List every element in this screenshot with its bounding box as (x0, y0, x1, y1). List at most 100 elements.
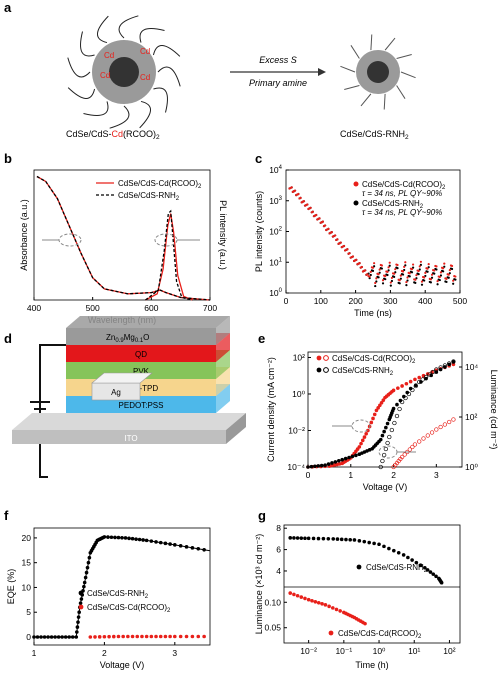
data-point (178, 634, 183, 639)
data-point (375, 280, 378, 283)
data-point (123, 536, 128, 540)
data-point (445, 277, 448, 280)
data-point (102, 634, 107, 639)
data-point (344, 537, 348, 542)
data-point (144, 538, 149, 543)
panel-letter-f: f (4, 508, 9, 523)
luminance-point (392, 420, 397, 426)
layer-label: Poly-TPD (124, 384, 158, 393)
x-tick-label: 0 (306, 470, 311, 480)
y-axis-label-right: Luminance (cd m⁻²) (489, 370, 499, 450)
data-point (401, 273, 405, 276)
data-point (388, 261, 391, 264)
y-axis-label: EQE (%) (6, 569, 16, 605)
data-point (408, 272, 411, 275)
x-tick-label: 300 (383, 296, 397, 306)
panel-letter-g: g (258, 508, 266, 523)
ligand-chain (400, 71, 416, 79)
data-point (102, 535, 107, 539)
chart-absorbance-pl: 400500600700Wavelength (nm)Absorbance (a… (19, 169, 228, 325)
x-tick-label: 2 (102, 648, 107, 658)
data-point (382, 544, 386, 549)
qd-with-amine-ligands (340, 34, 416, 110)
data-point (135, 634, 140, 639)
y-tick-label-right: 10⁰ (465, 462, 478, 472)
data-point (371, 266, 375, 269)
data-point (93, 635, 97, 639)
current-point (395, 402, 399, 407)
current-point (362, 435, 367, 439)
data-point (393, 272, 396, 275)
data-point (70, 635, 75, 639)
data-point (330, 231, 333, 234)
legend-marker (328, 630, 334, 636)
y-axis-label: Luminance (×10³ cd m⁻²) (254, 534, 264, 635)
legend-label: CdSe/CdS-Cd(RCOO)2 (362, 180, 446, 191)
data-point (433, 272, 436, 275)
plot-frame (33, 527, 211, 646)
data-point (414, 278, 417, 281)
ligand-chain (340, 65, 356, 73)
data-point (292, 536, 296, 540)
luminance-point (378, 464, 383, 470)
reaction-arrow (230, 68, 326, 76)
data-point (120, 535, 124, 540)
data-point (149, 634, 154, 639)
legend-marker (353, 200, 359, 206)
luminance-point (451, 359, 456, 364)
data-point (288, 591, 293, 595)
x-tick-label: 3 (172, 648, 177, 658)
data-point (352, 538, 357, 542)
data-point (330, 606, 335, 610)
data-point (389, 284, 392, 287)
ligand-chain (152, 44, 181, 57)
data-point (448, 268, 451, 272)
series-line-pl (145, 209, 193, 301)
data-point (196, 634, 201, 639)
data-point (377, 273, 380, 276)
data-point (113, 535, 117, 540)
y-tick-label: 0.05 (264, 623, 281, 633)
data-point (78, 601, 83, 605)
y-tick-label: 0.10 (264, 597, 281, 607)
y-tick-label: 104 (269, 165, 282, 175)
data-point (63, 635, 68, 639)
current-point (357, 445, 362, 449)
current-point (316, 464, 321, 468)
data-point (415, 274, 418, 277)
current-point (364, 431, 368, 436)
data-point (303, 536, 307, 541)
y-tick-label-right: 10² (465, 412, 477, 422)
legend-marker (353, 181, 359, 187)
data-point (420, 283, 424, 286)
x-tick-label: 10¹ (408, 646, 420, 656)
data-point (384, 274, 387, 278)
ligand-chain (396, 85, 406, 99)
data-point (358, 262, 361, 265)
data-point (429, 281, 433, 284)
chart-lifetime: 10⁻² 10⁻¹ 10⁰ 10¹ 10² 4 6 8 0.05 0.10 Time (h) Lumi… (254, 523, 461, 670)
data-point (190, 546, 195, 550)
data-point (306, 203, 309, 206)
current-point (379, 400, 384, 405)
data-point (448, 272, 451, 275)
data-point (384, 278, 387, 281)
x-axis-label: Voltage (V) (100, 660, 145, 670)
y-tick-label: 10⁰ (292, 389, 305, 399)
data-point (339, 241, 342, 244)
legend-label: CdSe/CdS-RNH2 (118, 191, 180, 202)
data-point (439, 271, 443, 274)
qd-with-carboxylate-ligands: Cd Cd Cd Cd (67, 15, 181, 129)
data-point (184, 545, 189, 549)
luminance-point (447, 361, 452, 366)
x-tick-label: 400 (27, 303, 41, 313)
legend-marker (356, 564, 362, 570)
luminance-point (410, 387, 415, 393)
data-point (67, 635, 71, 639)
data-point (423, 276, 426, 279)
data-point (389, 281, 392, 284)
data-point (439, 274, 443, 277)
legend-marker (78, 590, 84, 596)
